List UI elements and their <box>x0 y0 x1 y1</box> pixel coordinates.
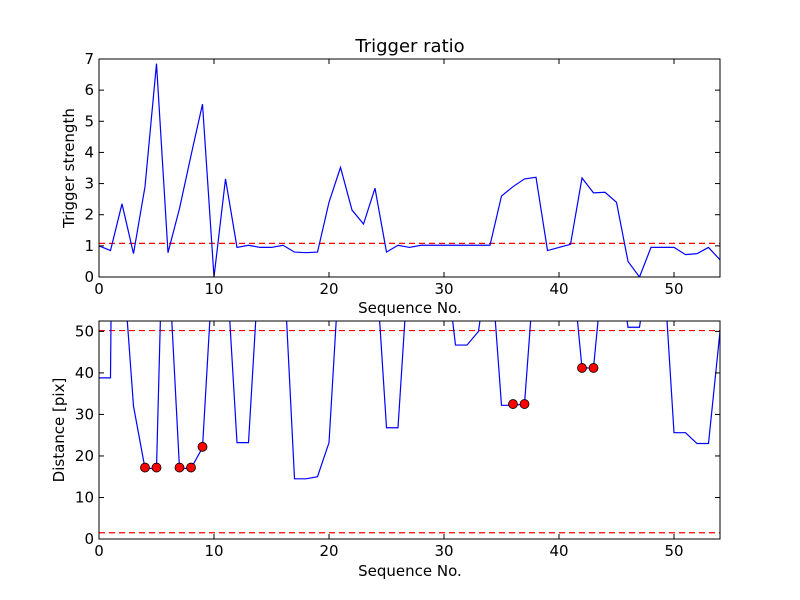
trigger-ratio-chart: Trigger ratio 0 10 20 30 40 50 0 1 2 3 4 5 6 7 Seque… <box>60 36 721 317</box>
y-tick-label: 5 <box>84 112 94 130</box>
y-tick-label: 7 <box>84 50 94 68</box>
data-point-marker <box>186 462 196 473</box>
y-tick-label: 20 <box>75 447 94 465</box>
y-tick-label: 2 <box>84 206 94 224</box>
y-tick-label: 0 <box>84 530 94 548</box>
chart-title: Trigger ratio <box>354 36 464 57</box>
x-axis-label: Sequence No. <box>358 562 462 580</box>
y-tick-label: 3 <box>84 175 94 193</box>
x-tick-label: 40 <box>549 280 568 298</box>
x-axis-ticks: 0 10 20 30 40 50 <box>94 59 684 298</box>
x-axis-label: Sequence No. <box>358 299 462 317</box>
y-axis-label: Distance [pix] <box>50 378 68 483</box>
x-tick-label: 40 <box>549 542 568 560</box>
series-line <box>99 63 720 277</box>
data-point-marker <box>197 441 208 452</box>
distance-chart: 0 10 20 30 40 50 0 10 20 30 40 50 Sequence No. Dis… <box>50 320 721 580</box>
y-tick-label: 30 <box>75 405 94 423</box>
x-axis-ticks: 0 10 20 30 40 50 <box>94 321 684 560</box>
y-tick-label: 6 <box>84 81 94 99</box>
y-tick-label: 4 <box>84 143 94 161</box>
y-tick-label: 0 <box>84 268 94 286</box>
data-point-marker <box>151 462 162 473</box>
marker-layer <box>140 363 599 473</box>
x-tick-label: 30 <box>434 280 453 298</box>
x-tick-label: 20 <box>319 542 338 560</box>
y-axis-ticks: 0 10 20 30 40 50 <box>75 322 720 548</box>
data-point-marker <box>174 462 185 473</box>
y-axis-ticks: 0 1 2 3 4 5 6 7 <box>84 50 720 286</box>
plot-frame <box>98 58 721 278</box>
reference-lines <box>99 329 720 534</box>
data-point-marker <box>519 399 530 409</box>
data-point-marker <box>140 462 150 473</box>
y-tick-label: 40 <box>75 364 94 382</box>
data-point-marker <box>577 363 587 373</box>
x-tick-label: 20 <box>319 280 338 298</box>
series-layer <box>99 63 720 277</box>
x-tick-label: 10 <box>204 542 223 560</box>
data-point-marker <box>508 399 518 409</box>
x-tick-label: 50 <box>664 280 683 298</box>
plot-frame <box>98 320 721 540</box>
y-tick-label: 10 <box>75 488 94 506</box>
x-tick-label: 0 <box>94 280 104 298</box>
y-tick-label: 50 <box>75 322 94 340</box>
y-axis-label: Trigger strength <box>60 108 78 229</box>
data-point-marker <box>588 363 599 373</box>
x-tick-label: 30 <box>434 542 453 560</box>
x-tick-label: 50 <box>664 542 683 560</box>
y-tick-label: 1 <box>84 237 94 255</box>
x-tick-label: 10 <box>204 280 223 298</box>
x-tick-label: 0 <box>94 542 104 560</box>
